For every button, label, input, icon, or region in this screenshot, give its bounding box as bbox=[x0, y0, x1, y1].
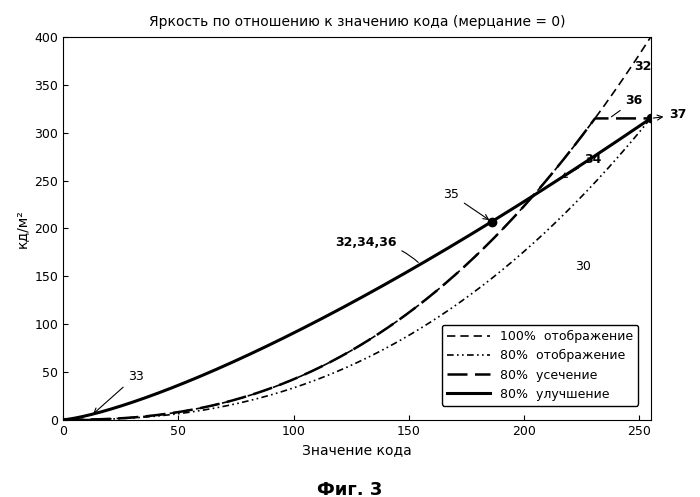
Text: 37: 37 bbox=[653, 108, 687, 121]
Text: 36: 36 bbox=[611, 94, 643, 117]
Y-axis label: кд/м²: кд/м² bbox=[15, 209, 29, 248]
Title: Яркость по отношению к значению кода (мерцание = 0): Яркость по отношению к значению кода (ме… bbox=[148, 15, 565, 29]
Text: Фиг. 3: Фиг. 3 bbox=[317, 481, 383, 497]
Legend: 100%  отображение, 80%  отображение, 80%  усечение, 80%  улучшение: 100% отображение, 80% отображение, 80% у… bbox=[442, 325, 638, 406]
X-axis label: Значение кода: Значение кода bbox=[302, 443, 412, 457]
Text: 35: 35 bbox=[443, 188, 489, 220]
Text: 34: 34 bbox=[562, 154, 601, 177]
Text: 33: 33 bbox=[94, 370, 144, 413]
Text: 32: 32 bbox=[628, 60, 652, 74]
Text: 30: 30 bbox=[553, 229, 591, 272]
Text: 32,34,36: 32,34,36 bbox=[335, 236, 419, 262]
